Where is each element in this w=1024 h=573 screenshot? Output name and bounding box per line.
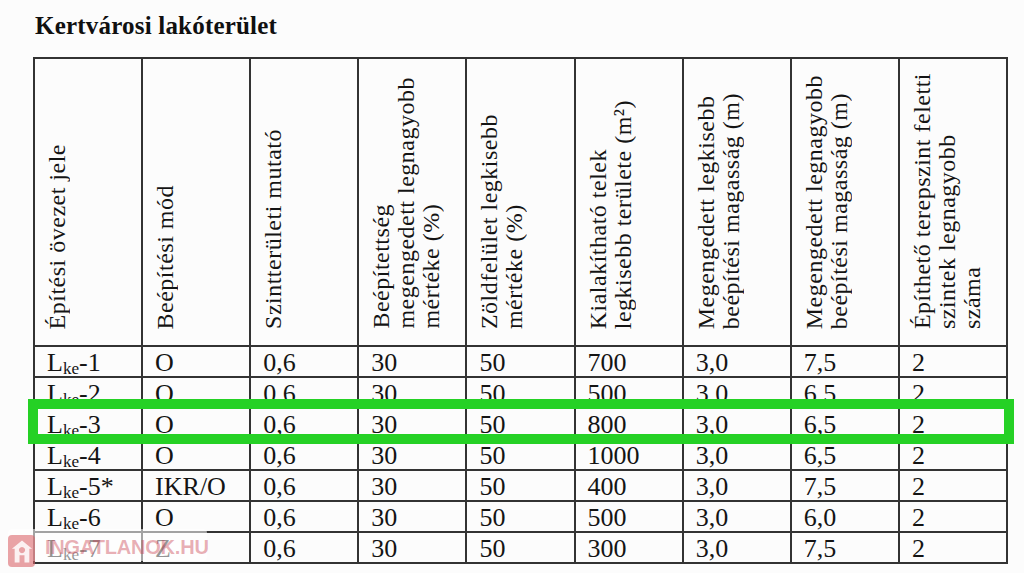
table-row-3: Lke-3O0,630508003,06,52 — [34, 408, 1007, 439]
table-cell: 50 — [466, 377, 574, 408]
table-cell: 2 — [899, 532, 1007, 563]
zone-label: Lke-4 — [34, 439, 142, 470]
table-cell: 7,5 — [791, 346, 899, 377]
table-cell: IKR/O — [142, 470, 250, 501]
table-row-5: Lke-5*IKR/O0,630504003,07,52 — [34, 470, 1007, 501]
table-cell: 6,0 — [791, 501, 899, 532]
zone-label: Lke-5* — [34, 470, 142, 501]
table-cell: 50 — [466, 501, 574, 532]
table-cell: 30 — [358, 408, 466, 439]
column-header-8: Megengedett legnagyobb beépítési magassá… — [791, 58, 899, 346]
zoning-table-wrap: Építési övezet jele Beépítési mód Szintter… — [33, 57, 1008, 559]
table-cell: 300 — [575, 532, 683, 563]
house-icon — [8, 535, 35, 567]
table-row-2: Lke-2O0,630505003,06,52 — [34, 377, 1007, 408]
table-cell: 2 — [899, 501, 1007, 532]
column-header-5: Zöldfelület legkisebb mértéke (%) — [466, 58, 574, 346]
table-row-4: Lke-4O0,6305010003,06,52 — [34, 439, 1007, 470]
table-cell: 6,5 — [791, 439, 899, 470]
table-cell: 3,0 — [683, 346, 791, 377]
table-cell: 400 — [575, 470, 683, 501]
table-cell: 2 — [899, 470, 1007, 501]
zone-label: Lke-2 — [34, 377, 142, 408]
table-cell: 2 — [899, 408, 1007, 439]
column-header-text: Megengedett legnagyobb beépítési magassá… — [802, 75, 852, 329]
table-cell: 0,6 — [250, 470, 358, 501]
column-header-text: Megengedett legkisebb beépítési magasság… — [694, 93, 744, 329]
table-cell: 30 — [358, 470, 466, 501]
table-cell: 50 — [466, 346, 574, 377]
table-cell: 0,6 — [250, 501, 358, 532]
column-header-text: Építési övezet jele — [45, 144, 70, 329]
column-header-4: Beépítettség megengedett legnagyobb mért… — [358, 58, 466, 346]
table-cell: O — [142, 377, 250, 408]
table-cell: 700 — [575, 346, 683, 377]
column-header-1: Építési övezet jele — [34, 58, 142, 346]
table-cell: 50 — [466, 532, 574, 563]
table-cell: 3,0 — [683, 470, 791, 501]
table-cell: 0,6 — [250, 439, 358, 470]
table-cell: 3,0 — [683, 408, 791, 439]
table-cell: 7,5 — [791, 470, 899, 501]
column-header-7: Megengedett legkisebb beépítési magasság… — [683, 58, 791, 346]
column-header-text: Kialakítható telek legkisebb területe (m… — [586, 100, 636, 329]
table-cell: 30 — [358, 501, 466, 532]
zone-label: Lke-3 — [34, 408, 142, 439]
table-cell: 30 — [358, 532, 466, 563]
table-cell: 3,0 — [683, 501, 791, 532]
column-header-text: Zöldfelület legkisebb mértéke (%) — [477, 114, 527, 329]
column-header-9: Építhető terepszint feletti szintek legn… — [899, 58, 1007, 346]
table-cell: 6,5 — [791, 377, 899, 408]
table-cell: 3,0 — [683, 377, 791, 408]
page: Kertvárosi lakóterület Építési övezet je… — [0, 0, 1024, 573]
table-cell: 0,6 — [250, 377, 358, 408]
table-cell: 30 — [358, 377, 466, 408]
table-cell: 0,6 — [250, 346, 358, 377]
zoning-table: Építési övezet jele Beépítési mód Szintter… — [33, 57, 1008, 564]
column-header-3: Szintterületi mutató — [250, 58, 358, 346]
table-cell: O — [142, 408, 250, 439]
column-header-text: Beépítettség megengedett legnagyobb mért… — [369, 77, 444, 329]
table-cell: 2 — [899, 439, 1007, 470]
table-cell: 2 — [899, 377, 1007, 408]
table-cell: 2 — [899, 346, 1007, 377]
watermark: INGATLANOK.HU — [8, 527, 210, 569]
table-cell: 800 — [575, 408, 683, 439]
table-cell: 3,0 — [683, 532, 791, 563]
table-cell: 500 — [575, 501, 683, 532]
column-header-text: Beépítési mód — [153, 185, 178, 329]
table-cell: 7,5 — [791, 532, 899, 563]
column-header-text: Szintterületi mutató — [261, 129, 286, 329]
column-header-6: Kialakítható telek legkisebb területe (m… — [575, 58, 683, 346]
zone-label: Lke-1 — [34, 346, 142, 377]
table-cell: 50 — [466, 439, 574, 470]
column-header-2: Beépítési mód — [142, 58, 250, 346]
table-row-1: Lke-1O0,630507003,07,52 — [34, 346, 1007, 377]
table-cell: 6,5 — [791, 408, 899, 439]
table-cell: 0,6 — [250, 532, 358, 563]
column-header-text: Építhető terepszint feletti szintek legn… — [910, 73, 985, 329]
table-cell: O — [142, 346, 250, 377]
table-cell: 3,0 — [683, 439, 791, 470]
table-cell: 1000 — [575, 439, 683, 470]
table-cell: 30 — [358, 346, 466, 377]
table-cell: 0,6 — [250, 408, 358, 439]
table-cell: 500 — [575, 377, 683, 408]
table-cell: O — [142, 439, 250, 470]
table-cell: 50 — [466, 470, 574, 501]
watermark-text: INGATLANOK.HU — [45, 536, 209, 559]
header-row: Építési övezet jele Beépítési mód Szintter… — [34, 58, 1007, 346]
page-title: Kertvárosi lakóterület — [35, 12, 277, 40]
table-cell: 30 — [358, 439, 466, 470]
table-cell: 50 — [466, 408, 574, 439]
